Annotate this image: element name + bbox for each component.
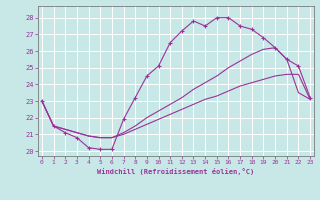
X-axis label: Windchill (Refroidissement éolien,°C): Windchill (Refroidissement éolien,°C) (97, 168, 255, 175)
